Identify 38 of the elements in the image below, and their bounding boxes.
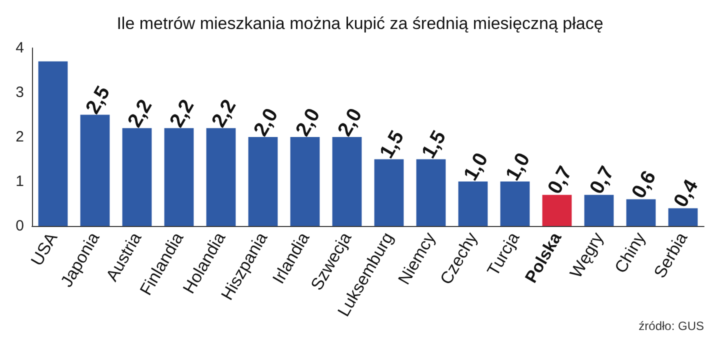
data-label: 1,5 <box>376 127 409 162</box>
bar <box>416 159 446 226</box>
bar <box>668 208 698 226</box>
bar <box>290 137 320 226</box>
bar <box>584 194 614 226</box>
bar <box>122 128 152 226</box>
y-tick-label: 2 <box>16 128 24 146</box>
y-tick-label: 0 <box>16 218 24 234</box>
bar <box>38 61 68 226</box>
y-tick-label: 3 <box>16 84 24 101</box>
bar <box>248 137 278 226</box>
y-tick-label: 4 <box>16 40 24 56</box>
chart-title: Ile metrów mieszkania można kupić za średnią miesięczną płacę <box>116 14 604 33</box>
data-label: 0,7 <box>586 162 619 198</box>
bar <box>458 182 488 226</box>
y-tick-label: 1 <box>16 173 24 190</box>
data-label: 2,0 <box>334 104 367 140</box>
data-label: 0,6 <box>628 167 661 202</box>
bar <box>332 137 362 226</box>
data-label: 2,0 <box>292 104 325 140</box>
data-label: 2,5 <box>82 82 115 118</box>
bar <box>206 128 236 226</box>
bar <box>164 128 194 226</box>
bar <box>80 114 110 226</box>
data-label: 1,0 <box>460 149 493 184</box>
bar <box>626 199 656 226</box>
data-label: 2,2 <box>124 96 157 132</box>
data-label: 2,2 <box>208 96 241 132</box>
bar <box>374 159 404 226</box>
data-label: 2,0 <box>250 104 283 140</box>
data-label: 2,2 <box>166 96 199 132</box>
data-label: 0,7 <box>544 162 577 198</box>
data-label: 0,4 <box>670 176 703 212</box>
text: źródło: GUS <box>638 319 704 333</box>
data-label: 1,5 <box>418 127 451 162</box>
bar <box>542 194 572 226</box>
data-label: 1,0 <box>502 149 535 184</box>
bar <box>500 182 530 226</box>
